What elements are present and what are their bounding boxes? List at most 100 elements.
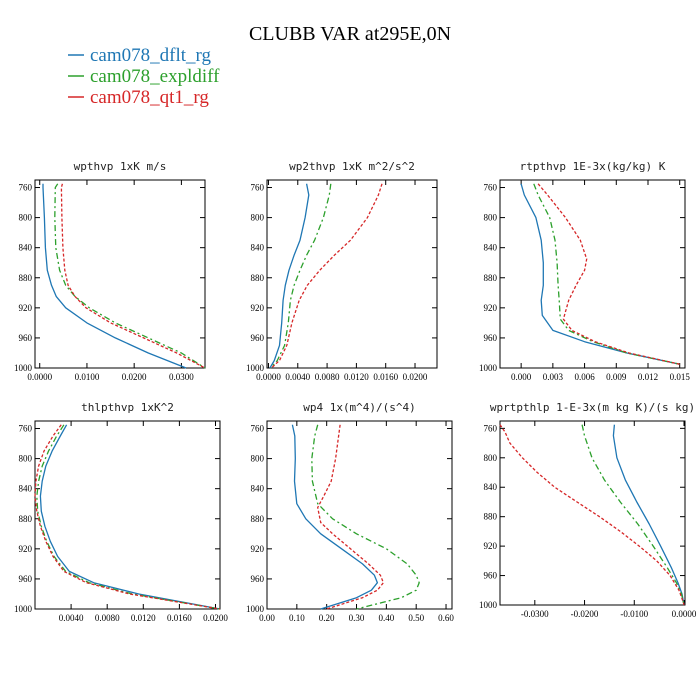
panel-6: wprtpthlp 1-E-3x(m kg K)/(s kg) 760 800 840… <box>479 401 697 619</box>
legend: cam078_dflt_rg cam078_expldiff cam078_qt… <box>68 45 220 108</box>
series-line-2 <box>311 424 420 610</box>
legend-entry-1: cam078_dflt_rg <box>68 45 212 66</box>
y-tick-label: 800 <box>19 213 33 223</box>
y-tick-label: 920 <box>251 544 265 554</box>
x-tick-label: 0.0120 <box>344 372 369 382</box>
x-tick-label: 0.0300 <box>169 372 194 382</box>
x-tick-label: -0.0300 <box>521 609 549 619</box>
y-tick-label: 920 <box>19 303 33 313</box>
y-tick-label: 960 <box>19 333 33 343</box>
y-tick-label: 800 <box>19 454 33 464</box>
y-tick-label: 1000 <box>246 604 265 614</box>
y-tick-label: 800 <box>251 213 265 223</box>
plot-frame <box>266 179 438 369</box>
x-tick-label: 0.0000 <box>27 372 52 382</box>
series-line-1 <box>291 424 379 610</box>
x-tick-label: 0.0100 <box>75 372 100 382</box>
figure-title: CLUBB VAR at295E,0N <box>249 23 451 45</box>
x-tick-label: 0.0080 <box>95 613 120 623</box>
y-tick-label: 800 <box>484 213 498 223</box>
panel-2: wp2thvp 1xK m^2/s^2 760 800 840 880 920 960 100… <box>246 160 438 382</box>
series-line-2 <box>533 183 680 365</box>
x-tick-label: 0.000 <box>511 372 532 382</box>
legend-label-2: cam078_expldiff <box>90 66 220 87</box>
panels: wpthvp 1xK m/s76080084088092096010000.00… <box>14 160 697 623</box>
y-tick-label: 960 <box>484 571 498 581</box>
y-tick-label: 920 <box>19 544 33 554</box>
x-tick-label: 0.0080 <box>315 372 340 382</box>
panel-3: rtpthvp 1E-3x(kg/kg) K 760 800 840 880 920 960… <box>479 160 690 382</box>
y-tick-label: 840 <box>484 243 498 253</box>
plot-frame <box>499 420 686 606</box>
x-tick-label: 0.0200 <box>122 372 147 382</box>
y-tick-label: 920 <box>484 541 498 551</box>
panel-title: wp2thvp 1xK m^2/s^2 <box>289 160 415 173</box>
y-tick-label: 760 <box>19 183 33 193</box>
series-line-2 <box>270 183 332 369</box>
y-tick-label: 760 <box>19 424 33 434</box>
y-tick-label: 840 <box>484 482 498 492</box>
legend-label-1: cam078_dflt_rg <box>90 45 212 66</box>
y-tick-label: 760 <box>251 183 265 193</box>
series-line-1 <box>520 183 680 365</box>
plot-frame <box>266 420 453 610</box>
y-tick-label: 1000 <box>479 363 498 373</box>
series-line-1 <box>612 424 685 606</box>
x-tick-label: 0.60 <box>438 613 454 623</box>
legend-entry-2: cam078_expldiff <box>68 66 220 87</box>
y-tick-label: 880 <box>19 514 33 524</box>
y-tick-label: 1000 <box>479 600 498 610</box>
y-tick-label: 840 <box>19 243 33 253</box>
series-line-1 <box>269 183 310 369</box>
y-tick-label: 760 <box>484 423 498 433</box>
x-tick-label: -0.0200 <box>571 609 599 619</box>
y-tick-label: 800 <box>484 453 498 463</box>
series-line-3 <box>499 424 685 606</box>
y-tick-label: 760 <box>251 424 265 434</box>
plot-frame <box>34 179 206 369</box>
series-line-3 <box>34 424 221 610</box>
y-tick-label: 1000 <box>14 363 33 373</box>
legend-entry-3: cam078_qt1_rg <box>68 87 209 108</box>
series-line-3 <box>60 183 206 369</box>
y-tick-label: 960 <box>251 333 265 343</box>
y-tick-label: 800 <box>251 454 265 464</box>
x-tick-label: 0.0120 <box>131 613 156 623</box>
x-tick-label: 0.20 <box>319 613 335 623</box>
x-tick-label: -0.0100 <box>620 609 648 619</box>
series-line-3 <box>537 183 680 365</box>
x-tick-label: 0.0160 <box>167 613 192 623</box>
y-tick-label: 880 <box>484 512 498 522</box>
y-tick-label: 880 <box>251 273 265 283</box>
x-tick-label: 0.50 <box>408 613 424 623</box>
x-tick-label: 0.0200 <box>203 613 228 623</box>
y-tick-label: 840 <box>251 243 265 253</box>
x-tick-label: 0.015 <box>670 372 691 382</box>
plot-frame <box>499 179 686 369</box>
series-line-1 <box>39 424 221 610</box>
panel-title: rtpthvp 1E-3x(kg/kg) K <box>520 160 666 173</box>
panel-title: wprtpthlp 1-E-3x(m kg K)/(s kg) <box>490 401 695 414</box>
x-tick-label: 0.0160 <box>373 372 398 382</box>
panel-title: wpthvp 1xK m/s <box>74 160 167 173</box>
series-line-1 <box>42 183 187 369</box>
y-tick-label: 1000 <box>246 363 265 373</box>
x-tick-label: 0.012 <box>638 372 658 382</box>
x-tick-label: 0.0040 <box>59 613 84 623</box>
x-tick-label: 0.40 <box>378 613 394 623</box>
x-tick-label: 0.0200 <box>403 372 428 382</box>
x-tick-label: 0.10 <box>289 613 305 623</box>
panel-title: wp4 1x(m^4)/(s^4) <box>303 401 416 414</box>
y-tick-label: 1000 <box>14 604 33 614</box>
panel-title: thlpthvp 1xK^2 <box>81 401 174 414</box>
x-tick-label: 0.003 <box>543 372 564 382</box>
x-tick-label: 0.30 <box>349 613 365 623</box>
panel-5: wp4 1x(m^4)/(s^4)76080084088092096010000… <box>246 401 454 623</box>
y-tick-label: 960 <box>484 333 498 343</box>
series-line-2 <box>36 424 221 610</box>
plot-frame <box>34 420 221 610</box>
y-tick-label: 960 <box>251 574 265 584</box>
series-line-2 <box>581 424 685 606</box>
x-tick-label: 0.0040 <box>285 372 310 382</box>
